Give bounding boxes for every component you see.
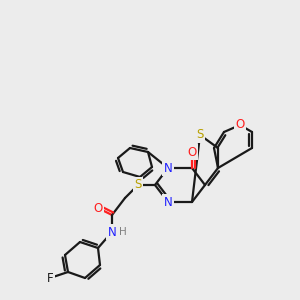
Text: O: O bbox=[93, 202, 103, 214]
Text: F: F bbox=[47, 272, 53, 284]
Text: O: O bbox=[188, 146, 196, 158]
Text: N: N bbox=[164, 196, 172, 208]
Text: S: S bbox=[134, 178, 142, 191]
Text: N: N bbox=[164, 161, 172, 175]
Text: O: O bbox=[236, 118, 244, 131]
Text: S: S bbox=[196, 128, 204, 142]
Text: N: N bbox=[108, 226, 116, 238]
Text: H: H bbox=[119, 227, 127, 237]
